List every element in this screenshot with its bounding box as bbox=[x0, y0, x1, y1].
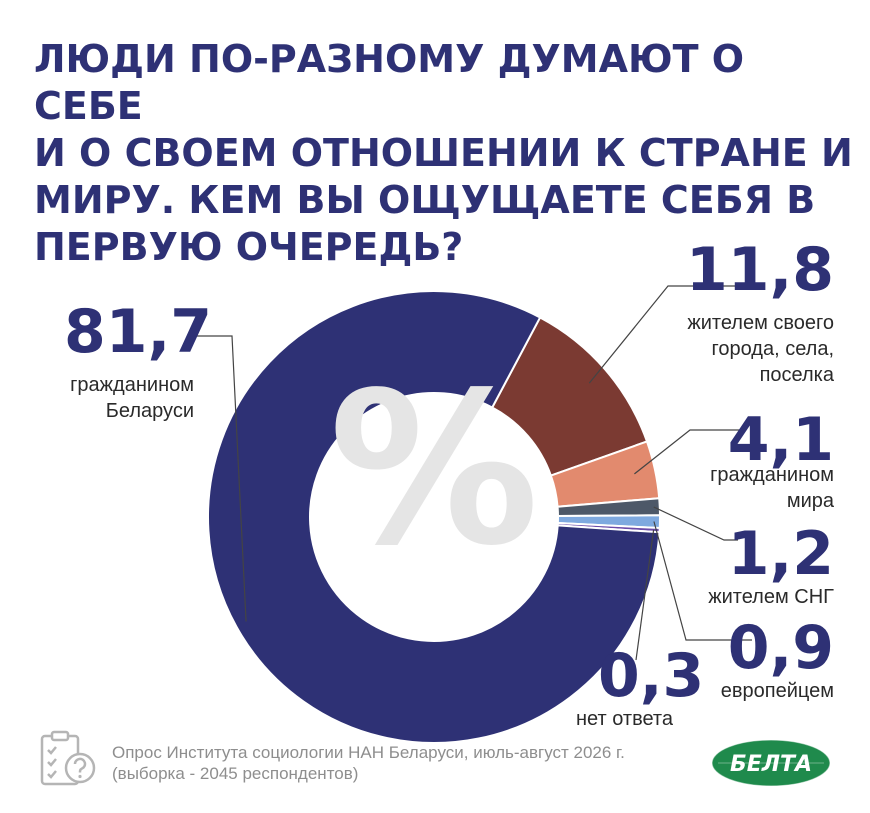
value-label-european: 0,9 bbox=[727, 613, 834, 683]
slice-label-city: жителем своего города, села, поселка bbox=[687, 312, 834, 386]
slice-label-european: европейцем bbox=[720, 680, 834, 702]
value-label-belarus: 81,7 bbox=[64, 297, 213, 367]
value-label-cis: 1,2 bbox=[727, 519, 834, 589]
percent-symbol: % bbox=[329, 347, 539, 592]
leader-line-belarus bbox=[196, 335, 247, 622]
clipboard-question-icon bbox=[40, 730, 96, 786]
leader-line-no-answer bbox=[635, 529, 655, 661]
value-label-no-answer: 0,3 bbox=[598, 641, 705, 711]
belta-logo: БЕЛТА bbox=[711, 739, 831, 787]
leader-line-european bbox=[653, 521, 752, 641]
slice-label-world: гражданином мира bbox=[710, 464, 834, 512]
slice-belarus bbox=[207, 290, 661, 744]
value-label-world: 4,1 bbox=[727, 405, 834, 475]
page-title: ЛЮДИ ПО-РАЗНОМУ ДУМАЮТ О СЕБЕ И О СВОЕМ … bbox=[34, 37, 853, 269]
leader-line-cis bbox=[653, 506, 738, 541]
leader-line-city bbox=[588, 285, 736, 384]
value-label-city: 11,8 bbox=[685, 235, 834, 305]
leader-line-world bbox=[634, 429, 742, 475]
slice-label-cis: жителем СНГ bbox=[708, 586, 834, 608]
slice-label-no-answer: нет ответа bbox=[576, 708, 673, 730]
slice-label-belarus: гражданином Беларуси bbox=[70, 374, 194, 422]
source-note: Опрос Института социологии НАН Беларуси,… bbox=[112, 743, 625, 783]
svg-text:БЕЛТА: БЕЛТА bbox=[730, 752, 812, 777]
